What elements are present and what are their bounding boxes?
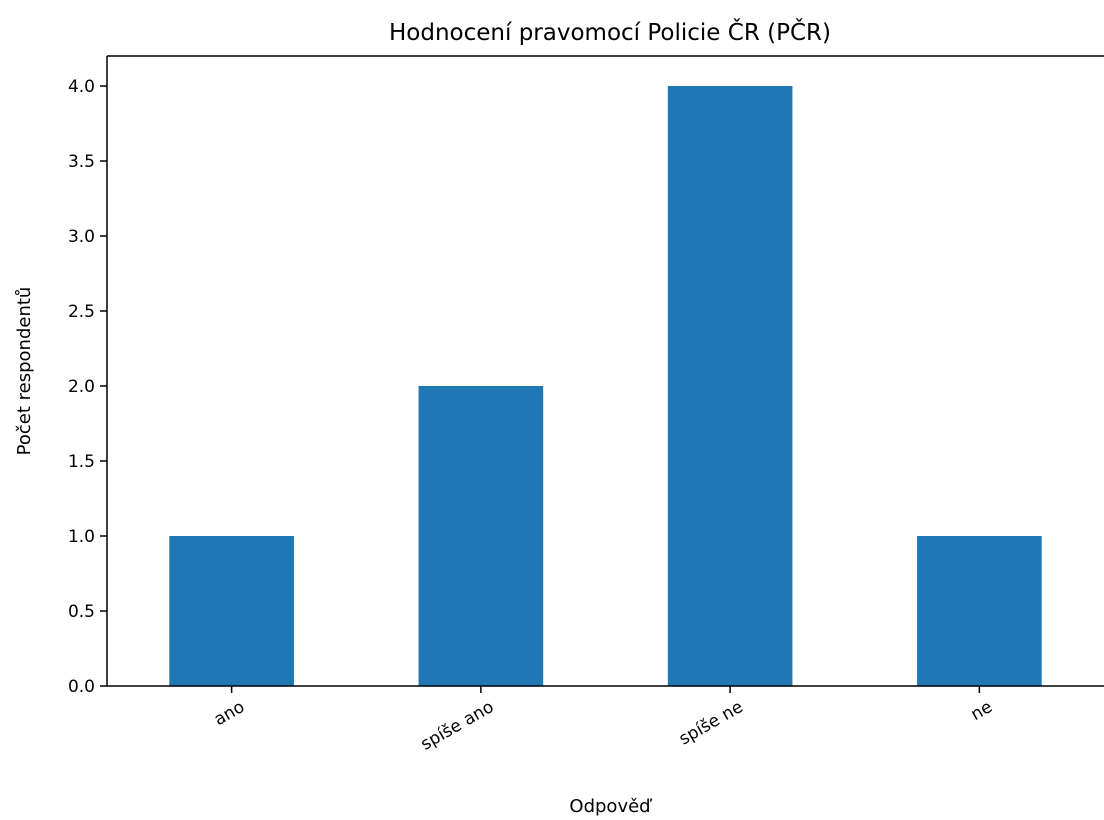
y-tick-label-0: 0.0 <box>68 677 95 697</box>
y-tick-label-3: 1.5 <box>68 452 95 472</box>
y-tick-label-4: 2.0 <box>68 377 95 397</box>
y-tick-label-2: 1.0 <box>68 527 95 547</box>
bar-3 <box>917 536 1042 686</box>
y-tick-label-8: 4.0 <box>68 77 95 97</box>
x-axis-label: Odpověď <box>569 796 653 817</box>
y-tick-label-1: 0.5 <box>68 602 95 622</box>
x-tick-label-3: ne <box>967 697 995 725</box>
bar-1 <box>418 386 544 686</box>
bar-2 <box>667 86 793 686</box>
y-axis-label: Počet respondentů <box>14 287 35 456</box>
y-tick-label-7: 3.5 <box>68 152 95 172</box>
x-tick-label-0: ano <box>211 697 248 730</box>
chart-title: Hodnocení pravomocí Policie ČR (PČR) <box>389 18 831 46</box>
bar-0 <box>169 536 294 686</box>
x-tick-label-2: spíše ne <box>676 697 747 749</box>
y-tick-label-6: 3.0 <box>68 227 95 247</box>
x-tick-label-1: spíše ano <box>417 697 497 755</box>
plot-area <box>169 86 1042 686</box>
y-tick-label-5: 2.5 <box>68 302 95 322</box>
